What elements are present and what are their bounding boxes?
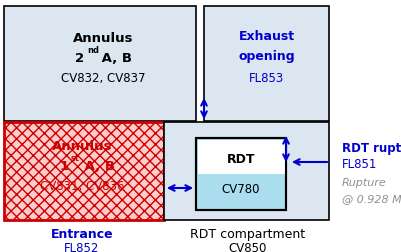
Bar [196,138,285,210]
Text: CV850: CV850 [228,242,267,252]
Text: Entrance: Entrance [51,228,113,241]
Text: FL851: FL851 [341,158,377,171]
Text: Annulus: Annulus [73,32,133,45]
Text: Rupture: Rupture [341,178,386,188]
Text: Exhaust: Exhaust [238,30,294,43]
Text: CV780: CV780 [221,183,259,196]
Text: FL853: FL853 [249,72,284,85]
Text: st: st [71,154,80,163]
Text: 1: 1 [60,160,69,173]
Bar [197,140,284,174]
Text: opening: opening [238,50,295,63]
Bar [4,122,164,220]
Text: CV832, CV837: CV832, CV837 [61,72,145,85]
Bar [164,122,328,220]
Text: A, B: A, B [80,160,115,173]
Text: 2: 2 [75,52,84,65]
Text: nd: nd [87,46,99,55]
Text: RDT: RDT [226,153,255,166]
Text: Annulus: Annulus [52,140,112,153]
Text: FL852: FL852 [64,242,99,252]
Text: @ 0.928 MPa: @ 0.928 MPa [341,194,401,204]
Text: A, B: A, B [97,52,132,65]
Bar [4,6,196,121]
Bar [196,138,285,210]
Text: CV831, CV836: CV831, CV836 [40,180,124,193]
Bar [203,6,328,121]
Text: RDT rupture: RDT rupture [341,142,401,155]
Text: RDT compartment: RDT compartment [190,228,305,241]
